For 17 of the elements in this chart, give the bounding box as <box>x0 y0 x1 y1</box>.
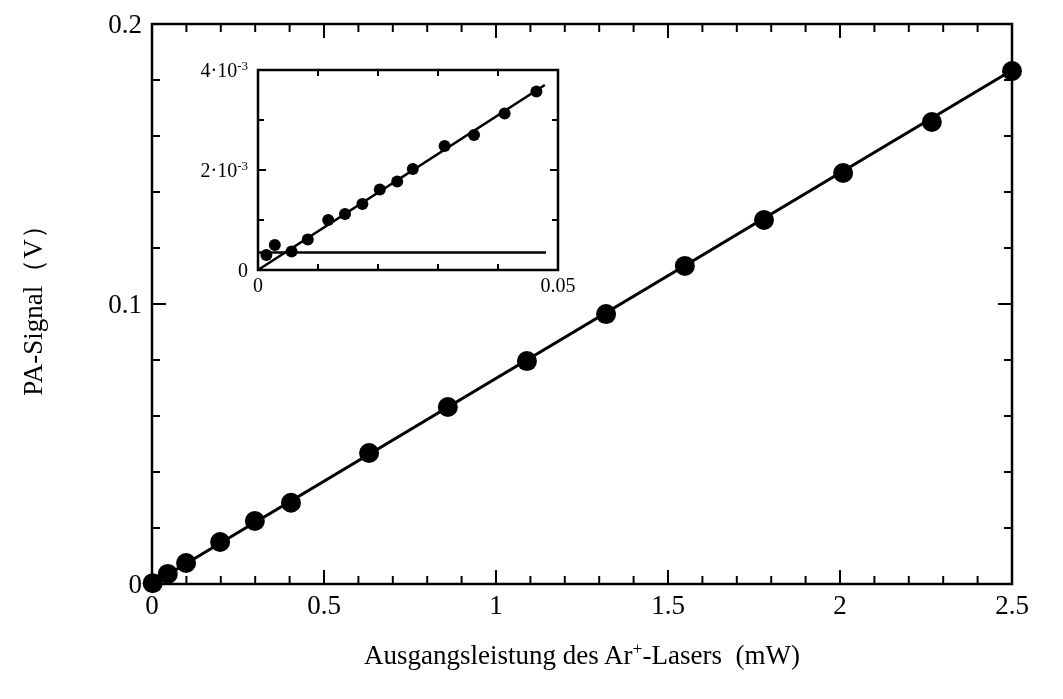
y-axis-title: PA-Signal（V） <box>18 212 48 396</box>
point <box>268 239 281 251</box>
y-tick-label: 4·10$^{-3}$ <box>200 57 248 81</box>
x-tick-label: 1.5 <box>651 589 685 620</box>
point <box>1002 61 1022 82</box>
x-tick-label: 2 <box>833 589 847 620</box>
point <box>260 249 273 261</box>
x-tick-label: 1 <box>489 589 503 620</box>
y-tick-label: 0 <box>128 569 142 600</box>
y-tick-label: 2·10$^{-3}$ <box>200 157 248 181</box>
x-tick-label: 0.05 <box>540 274 576 296</box>
y-tick-label: 0.2 <box>108 9 142 40</box>
x-tick-label: 2.5 <box>995 589 1029 620</box>
x-tick-label: 0.5 <box>307 589 341 620</box>
x-axis-title: Ausgangsleistung des Ar$^{+}$-Lasers (mW) <box>364 638 800 670</box>
y-tick-label: 0.1 <box>108 289 142 320</box>
y-tick-label: 0 <box>238 259 248 281</box>
